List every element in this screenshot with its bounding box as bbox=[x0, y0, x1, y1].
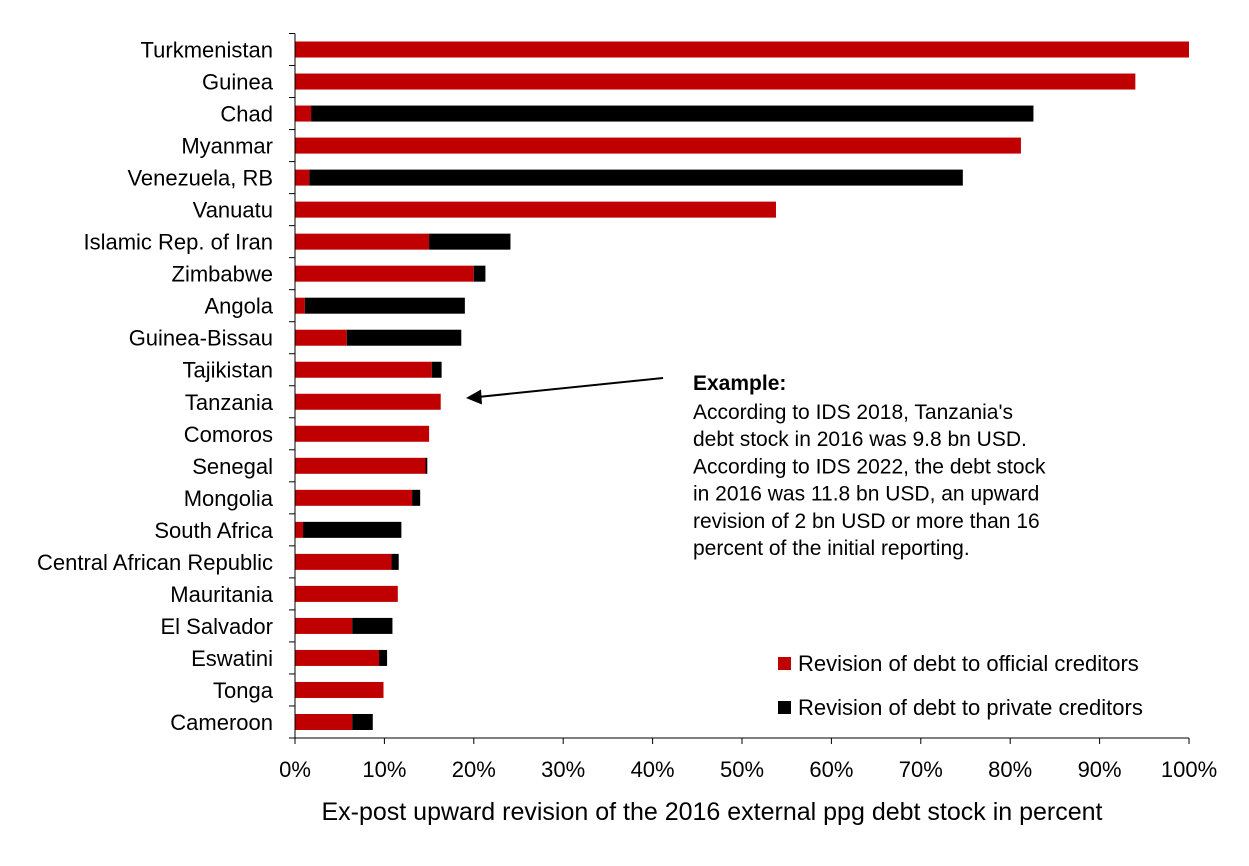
legend-label-official: Revision of debt to official creditors bbox=[798, 651, 1139, 676]
category-label: Tanzania bbox=[185, 390, 274, 415]
annotation-lines: According to IDS 2018, Tanzania's debt st… bbox=[693, 401, 1046, 560]
x-tick-label: 10% bbox=[362, 757, 406, 782]
category-label: Tonga bbox=[213, 678, 274, 703]
category-label: Guinea-Bissau bbox=[129, 326, 273, 351]
category-label: Zimbabwe bbox=[172, 262, 273, 287]
x-tick-label: 100% bbox=[1161, 757, 1217, 782]
bar-official bbox=[295, 41, 1189, 58]
category-labels: Turkmenistan Guinea Chad Myanmar Venezuela, … bbox=[37, 38, 274, 735]
bar-official bbox=[295, 713, 353, 730]
annotation-line: According to IDS 2022, the debt stock bbox=[693, 455, 1046, 478]
annotation-line: in 2016 was 11.8 bn USD, an upward bbox=[693, 483, 1039, 506]
category-label: Islamic Rep. of Iran bbox=[83, 230, 273, 255]
bar-official bbox=[295, 265, 474, 282]
bar-private bbox=[379, 649, 388, 666]
bar-official bbox=[295, 457, 426, 474]
bar-official bbox=[295, 169, 310, 186]
bar-official bbox=[295, 233, 430, 250]
x-tick-label: 40% bbox=[631, 757, 675, 782]
category-label: Guinea bbox=[202, 70, 274, 95]
bar-private bbox=[425, 457, 428, 474]
bar-official bbox=[295, 361, 432, 378]
category-label: Vanuatu bbox=[193, 198, 273, 223]
bar-private bbox=[352, 713, 373, 730]
category-label: Senegal bbox=[192, 454, 273, 479]
x-tick-label: 70% bbox=[899, 757, 943, 782]
legend-swatch-official bbox=[778, 657, 791, 670]
bar-private bbox=[303, 521, 402, 538]
bar-private bbox=[346, 329, 462, 346]
bar-official bbox=[295, 105, 312, 122]
bar-official bbox=[295, 73, 1136, 90]
bar-official bbox=[295, 521, 304, 538]
bar-private bbox=[429, 233, 511, 250]
legend: Revision of debt to official creditors R… bbox=[778, 651, 1143, 720]
category-label: Angola bbox=[204, 294, 273, 319]
bar-official bbox=[295, 617, 353, 634]
annotation-arrowhead bbox=[466, 389, 482, 405]
axes bbox=[289, 33, 1190, 744]
annotation-line: percent of the initial reporting. bbox=[693, 537, 970, 560]
category-label: Tajikistan bbox=[183, 358, 273, 383]
category-label: Venezuela, RB bbox=[127, 166, 273, 191]
bar-official bbox=[295, 201, 776, 218]
annotation-title: Example: bbox=[693, 372, 786, 395]
bar-official bbox=[295, 137, 1021, 154]
bar-official bbox=[295, 649, 380, 666]
bar-private bbox=[309, 169, 963, 186]
category-label: Myanmar bbox=[181, 134, 273, 159]
category-label: Chad bbox=[220, 102, 273, 127]
bar-private bbox=[431, 361, 442, 378]
category-label: Turkmenistan bbox=[141, 38, 273, 63]
category-label: South Africa bbox=[154, 518, 273, 543]
bar-private bbox=[304, 297, 465, 314]
bar-private bbox=[412, 489, 421, 506]
x-axis-label: Ex-post upward revision of the 2016 exte… bbox=[321, 798, 1102, 826]
bar-official bbox=[295, 681, 384, 698]
category-label: Eswatini bbox=[191, 646, 273, 671]
annotation-line: revision of 2 bn USD or more than 16 bbox=[693, 510, 1040, 533]
x-tick-label: 90% bbox=[1078, 757, 1122, 782]
bar-official bbox=[295, 585, 398, 602]
annotation-arrow-line bbox=[477, 377, 664, 398]
bar-official bbox=[295, 329, 347, 346]
bar-official bbox=[295, 489, 413, 506]
x-tick-label: 0% bbox=[279, 757, 311, 782]
annotation-line: According to IDS 2018, Tanzania's bbox=[693, 401, 1013, 424]
annotation: Example: According to IDS 2018, Tanzania… bbox=[466, 372, 1046, 560]
category-label: Central African Republic bbox=[37, 550, 273, 575]
bars-layer bbox=[295, 41, 1189, 730]
bar-private bbox=[473, 265, 486, 282]
x-tick-label: 80% bbox=[988, 757, 1032, 782]
annotation-line: debt stock in 2016 was 9.8 bn USD. bbox=[693, 428, 1027, 451]
bar-private bbox=[352, 617, 393, 634]
legend-label-private: Revision of debt to private creditors bbox=[798, 695, 1143, 720]
bar-official bbox=[295, 393, 441, 410]
x-tick-label: 20% bbox=[452, 757, 496, 782]
category-label: Comoros bbox=[184, 422, 273, 447]
x-tick-label: 60% bbox=[809, 757, 853, 782]
x-tick-label: 50% bbox=[720, 757, 764, 782]
legend-swatch-private bbox=[778, 701, 791, 714]
bar-private bbox=[311, 105, 1034, 122]
x-tick-labels: 0% 10% 20% 30% 40% 50% 60% 70% 80% 90% 100% bbox=[279, 757, 1217, 782]
category-label: Cameroon bbox=[170, 710, 273, 735]
category-label: Mongolia bbox=[184, 486, 274, 511]
category-label: El Salvador bbox=[160, 614, 273, 639]
x-tick-label: 30% bbox=[541, 757, 585, 782]
bar-official bbox=[295, 553, 392, 570]
bar-private bbox=[391, 553, 399, 570]
category-label: Mauritania bbox=[170, 582, 273, 607]
bar-official bbox=[295, 425, 430, 442]
bar-official bbox=[295, 297, 305, 314]
